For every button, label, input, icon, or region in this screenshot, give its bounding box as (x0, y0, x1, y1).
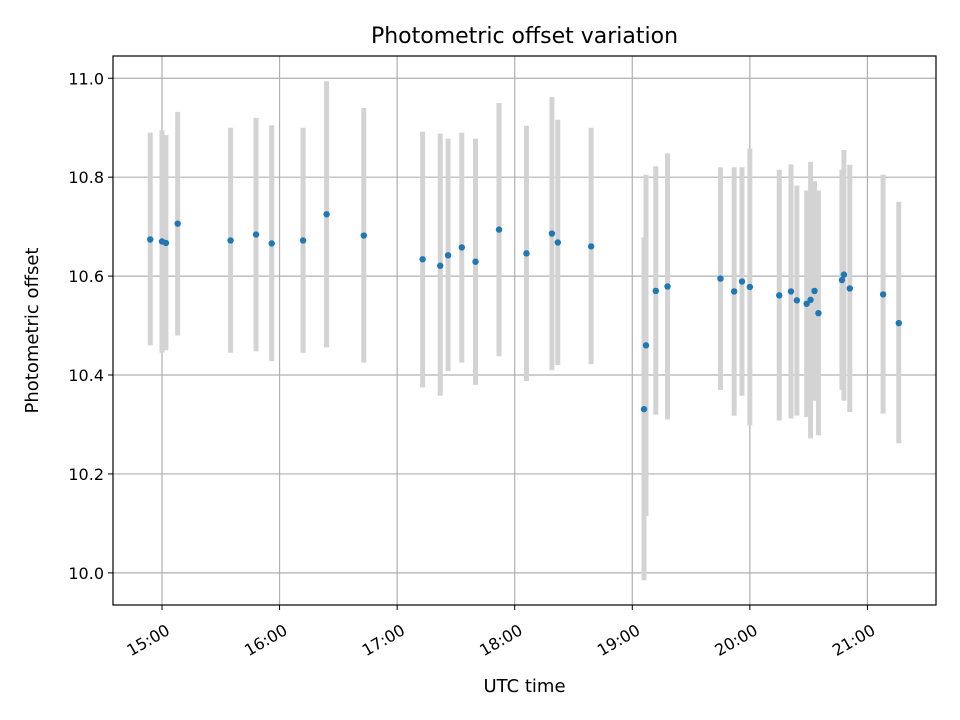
data-point (360, 232, 368, 239)
data-point (227, 237, 234, 244)
data-point (252, 231, 260, 238)
data-point (495, 226, 503, 233)
x-axis-label: UTC time (483, 676, 565, 697)
data-point (419, 256, 426, 263)
data-point (815, 309, 822, 317)
data-point (807, 296, 814, 304)
chart-title: Photometric offset variation (371, 24, 678, 49)
data-point (803, 300, 810, 307)
data-point (664, 283, 671, 290)
data-point (717, 275, 724, 282)
data-point (895, 319, 902, 327)
data-point (523, 250, 530, 257)
data-point (162, 239, 170, 247)
data-point (268, 240, 275, 247)
data-point (299, 237, 307, 244)
data-point (174, 220, 181, 227)
data-point (323, 211, 330, 218)
data-point (811, 287, 818, 295)
y-tick-label: 11.0 (68, 69, 104, 88)
data-point (587, 243, 595, 250)
y-tick-label: 10.4 (68, 366, 104, 385)
data-point (458, 244, 465, 251)
y-tick-label: 10.8 (68, 168, 104, 187)
data-point (846, 285, 853, 292)
data-point (444, 252, 452, 259)
y-tick-label: 10.0 (68, 564, 104, 583)
data-point (840, 271, 848, 278)
data-point (738, 278, 746, 285)
data-point (787, 288, 795, 295)
data-point (472, 258, 479, 265)
data-point (548, 230, 556, 237)
y-axis-label: Photometric offset (22, 248, 43, 414)
data-point (730, 288, 738, 295)
data-point (652, 287, 659, 295)
data-point (793, 297, 801, 304)
data-point (642, 342, 650, 349)
data-points (147, 211, 902, 413)
data-point (879, 291, 887, 298)
plot-frame (112, 55, 937, 606)
data-point (554, 239, 562, 246)
data-point (838, 276, 846, 284)
data-point (437, 262, 444, 269)
data-point (746, 283, 754, 291)
data-point (147, 236, 154, 243)
data-point (776, 292, 783, 299)
y-tick-label: 10.6 (68, 267, 104, 286)
data-point (640, 405, 648, 413)
y-tick-label: 10.2 (68, 465, 104, 484)
